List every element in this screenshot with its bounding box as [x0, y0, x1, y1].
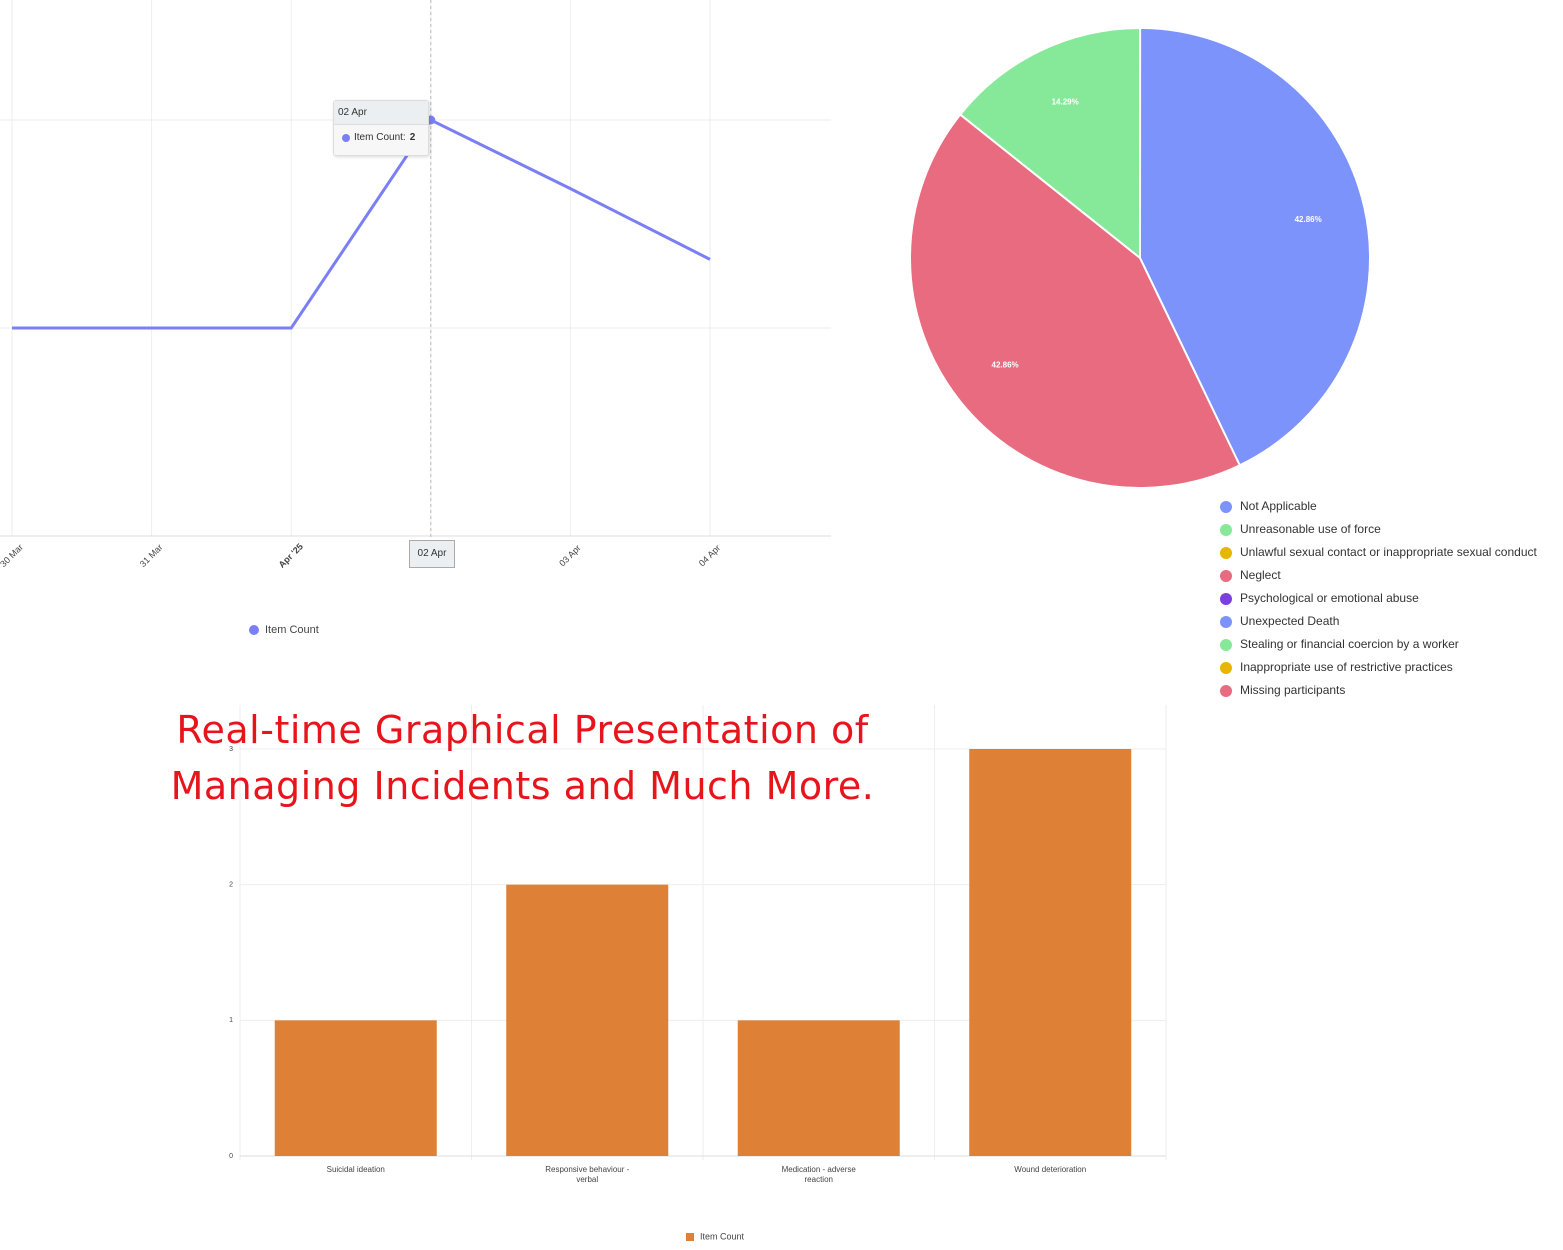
tooltip-dot — [342, 133, 350, 142]
crosshair-label: 02 Apr — [409, 540, 455, 568]
legend-label: Not Applicable — [1240, 499, 1317, 513]
overlay-text: Real-time Graphical Presentation of Mana… — [170, 708, 875, 808]
legend-dot — [1220, 616, 1232, 628]
tooltip-value: 2 — [409, 132, 416, 143]
legend-dot — [1220, 547, 1232, 559]
pie-slice — [909, 113, 1242, 489]
line-series — [12, 118, 711, 330]
slice-label: 42.86% — [992, 361, 1019, 370]
legend-label: Unreasonable use of force — [1240, 522, 1381, 536]
bar — [274, 1020, 437, 1156]
x-tick-label: 30 Mar — [0, 542, 25, 569]
bar — [506, 884, 669, 1156]
legend-label: Item Count — [700, 1231, 745, 1241]
legend-dot — [1220, 501, 1232, 513]
tooltip-title: 02 Apr — [334, 101, 428, 125]
legend-dot — [1220, 570, 1232, 582]
legend-label: Neglect — [1240, 568, 1281, 582]
legend-label: Item Count — [265, 624, 319, 636]
legend-dot — [1220, 639, 1232, 651]
legend-dot — [1220, 662, 1232, 674]
legend-dot — [1220, 593, 1232, 605]
legend-label: Inappropriate use of restrictive practic… — [1240, 660, 1453, 674]
legend-label: Unexpected Death — [1240, 614, 1339, 628]
pie-slice — [958, 26, 1142, 261]
legend-label: Unlawful sexual contact or inappropriate… — [1240, 545, 1538, 559]
x-tick-label: Suicidal ideation — [326, 1165, 385, 1174]
x-tick-label: 03 Apr — [557, 543, 582, 568]
y-tick-label: 2 — [229, 882, 233, 889]
bar — [737, 1020, 900, 1156]
tooltip: 02 Apr Item Count: 2 — [333, 100, 429, 156]
legend-dot — [1220, 524, 1232, 536]
legend-label: Psychological or emotional abuse — [1240, 591, 1419, 605]
x-tick-label: Wound deterioration — [1014, 1165, 1087, 1174]
tooltip-label: Item Count: — [354, 132, 406, 143]
bar — [969, 749, 1132, 1156]
y-tick-label: 3 — [229, 746, 233, 753]
tooltip-row: Item Count: 2 — [334, 125, 428, 150]
x-tick-label: 31 Mar — [138, 542, 165, 569]
x-tick-label: Medication - adverse reaction — [781, 1165, 856, 1184]
legend-dot — [1220, 685, 1232, 697]
legend-swatch — [686, 1233, 694, 1241]
legend-label: Missing participants — [1240, 683, 1345, 697]
x-tick-label: Apr '25 — [277, 541, 305, 569]
x-tick-label: Responsive behaviour - verbal — [545, 1165, 630, 1184]
legend-label: Stealing or financial coercion by a work… — [1240, 637, 1459, 651]
y-tick-label: 1 — [229, 1017, 233, 1024]
pie-slice — [1138, 26, 1371, 467]
x-tick-label: 04 Apr — [697, 543, 722, 568]
y-tick-label: 0 — [229, 1153, 233, 1160]
slice-label: 14.29% — [1052, 98, 1079, 107]
legend-dot — [249, 625, 259, 635]
slice-label: 42.86% — [1295, 215, 1322, 224]
